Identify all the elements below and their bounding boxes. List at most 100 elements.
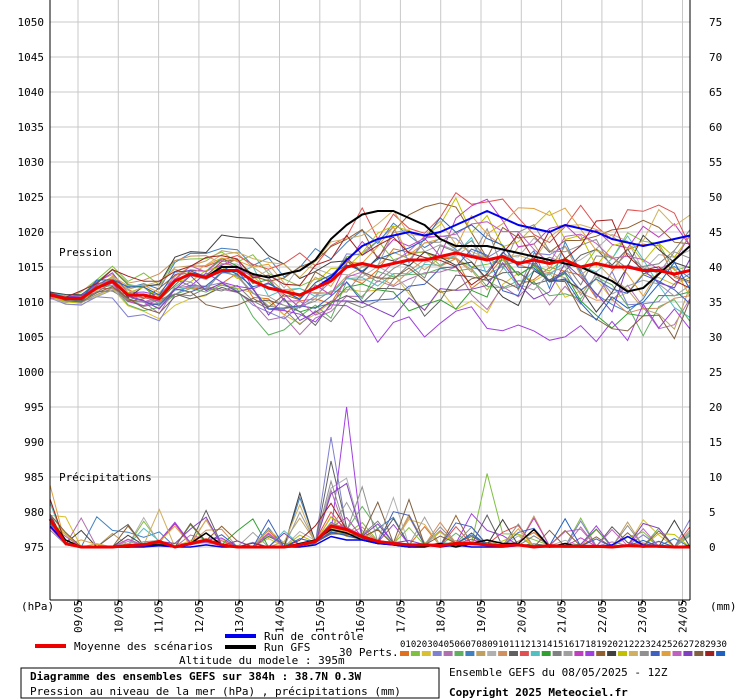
legend-control-label: Run de contrôle	[264, 630, 363, 643]
left-tick-label: 1015	[18, 261, 45, 274]
right-tick-label: 35	[709, 296, 722, 309]
member-pressure-line	[49, 271, 691, 325]
member-number-label: 16	[564, 640, 575, 650]
member-color-swatch	[432, 651, 442, 656]
member-pressure-line	[49, 233, 691, 314]
member-color-swatch	[585, 651, 595, 656]
left-tick-label: 1035	[18, 121, 45, 134]
member-pressure-line	[49, 248, 691, 327]
member-number-label: 12	[520, 640, 531, 650]
member-color-swatch	[465, 651, 475, 656]
footer-box	[20, 667, 440, 699]
member-color-swatch	[400, 651, 409, 656]
pressure-panel-label: Pression	[59, 246, 112, 259]
member-number-label: 09	[487, 640, 498, 650]
right-tick-label: 65	[709, 86, 722, 99]
run-info: Ensemble GEFS du 08/05/2025 - 12Z	[449, 666, 668, 679]
member-color-swatch	[541, 651, 551, 656]
member-color-swatch	[552, 651, 562, 656]
right-tick-label: 40	[709, 261, 722, 274]
right-tick-label: 30	[709, 331, 722, 344]
right-tick-label: 45	[709, 226, 722, 239]
x-tick-label: 19/05	[475, 600, 488, 633]
x-tick-label: 20/05	[515, 600, 528, 633]
x-tick-label: 14/05	[274, 600, 287, 633]
member-color-swatch	[498, 651, 508, 656]
member-color-swatch	[530, 651, 540, 656]
x-tick-label: 21/05	[556, 600, 569, 633]
member-number-label: 26	[673, 640, 684, 650]
member-number-label: 02	[411, 640, 422, 650]
altitude-label: Altitude du modele : 395m	[179, 654, 345, 667]
member-color-swatch	[683, 651, 693, 656]
member-pressure-line	[49, 258, 691, 322]
member-number-label: 30	[716, 640, 727, 650]
member-color-swatch	[443, 651, 453, 656]
left-tick-label: 1020	[18, 226, 45, 239]
member-color-swatch	[454, 651, 464, 656]
member-number-label: 20	[607, 640, 618, 650]
x-tick-label: 18/05	[435, 600, 448, 633]
member-color-swatch	[639, 651, 649, 656]
member-color-swatch	[563, 651, 573, 656]
member-number-label: 03	[422, 640, 433, 650]
member-number-label: 01	[400, 640, 411, 650]
right-tick-label: 50	[709, 191, 722, 204]
member-color-swatch	[607, 651, 617, 656]
x-tick-label: 17/05	[394, 600, 407, 633]
footer-title: Diagramme des ensembles GEFS sur 384h : …	[30, 670, 362, 683]
member-number-label: 23	[640, 640, 651, 650]
x-tick-label: 16/05	[354, 600, 367, 633]
member-number-label: 07	[465, 640, 476, 650]
member-color-swatch	[519, 651, 529, 656]
member-pressure-line	[49, 219, 691, 298]
member-pressure-line	[49, 225, 691, 322]
x-tick-label: 10/05	[112, 600, 125, 633]
member-legend: 01 02 03 04 05 06 07 08 09 10 11 12 13 14 15 16 17 18 19 20…	[400, 640, 727, 656]
right-tick-label: 10	[709, 471, 722, 484]
left-tick-label: 985	[24, 471, 44, 484]
x-tick-label: 13/05	[233, 600, 246, 633]
left-tick-label: 1040	[18, 86, 45, 99]
member-color-swatch	[487, 651, 497, 656]
member-color-swatch	[410, 651, 420, 656]
right-tick-label: 20	[709, 401, 722, 414]
member-pressure-line	[49, 207, 691, 301]
member-number-label: 17	[574, 640, 585, 650]
member-color-swatch	[596, 651, 606, 656]
member-color-swatch	[694, 651, 704, 656]
member-color-swatch	[672, 651, 682, 656]
member-number-label: 10	[498, 640, 509, 650]
copyright: Copyright 2025 Meteociel.fr	[449, 686, 628, 699]
mean-precip-line	[48, 518, 690, 549]
member-pressure-line	[49, 257, 691, 340]
member-number-label: 11	[509, 640, 520, 650]
left-axis-unit: (hPa)	[21, 600, 54, 613]
x-tick-label: 22/05	[596, 600, 609, 633]
left-tick-label: 1050	[18, 16, 45, 29]
right-tick-label: 5	[709, 506, 716, 519]
member-pressure-line	[49, 222, 691, 313]
member-number-label: 25	[662, 640, 673, 650]
member-number-label: 24	[651, 640, 662, 650]
member-number-label: 27	[683, 640, 694, 650]
x-tick-label: 12/05	[193, 600, 206, 633]
member-color-swatch	[476, 651, 486, 656]
left-tick-label: 1030	[18, 156, 45, 169]
member-color-swatch	[618, 651, 627, 656]
left-tick-label: 1005	[18, 331, 45, 344]
member-number-label: 06	[455, 640, 466, 650]
left-tick-label: 990	[24, 436, 44, 449]
member-number-label: 18	[585, 640, 596, 650]
legend-perts-label: 30 Perts.	[339, 646, 399, 659]
precip-panel-label: Précipitations	[59, 471, 152, 484]
member-number-label: 22	[629, 640, 640, 650]
legend-mean-label: Moyenne des scénarios	[74, 640, 213, 653]
member-color-swatch	[628, 651, 638, 656]
member-color-swatch	[716, 651, 726, 656]
left-tick-label: 980	[24, 506, 44, 519]
member-pressure-line	[49, 208, 691, 298]
x-tick-label: 23/05	[636, 600, 649, 633]
member-number-label: 05	[444, 640, 455, 650]
